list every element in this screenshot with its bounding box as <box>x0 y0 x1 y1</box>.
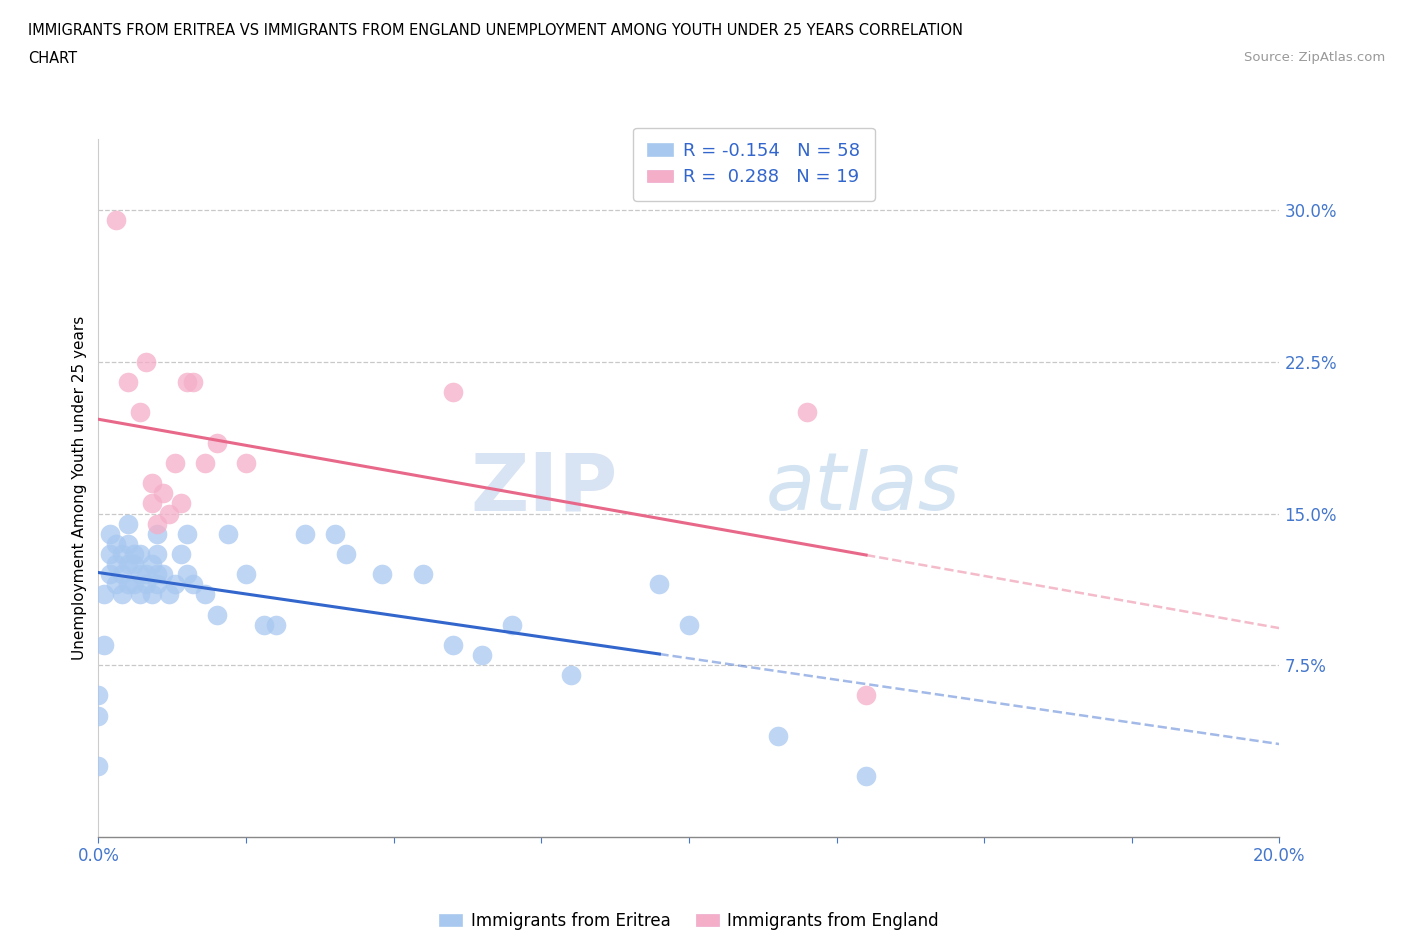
Point <box>441 637 464 652</box>
Point <box>105 577 128 591</box>
Point <box>117 516 139 531</box>
Point <box>105 557 128 572</box>
Text: ZIP: ZIP <box>471 449 619 527</box>
Point <box>371 566 394 581</box>
Point <box>128 405 150 419</box>
Point <box>122 577 145 591</box>
Point <box>194 456 217 471</box>
Text: Source: ZipAtlas.com: Source: ZipAtlas.com <box>1244 51 1385 64</box>
Point <box>135 577 157 591</box>
Point <box>441 385 464 400</box>
Point <box>181 375 204 390</box>
Legend: Immigrants from Eritrea, Immigrants from England: Immigrants from Eritrea, Immigrants from… <box>433 906 945 930</box>
Point <box>141 496 163 511</box>
Point <box>157 506 180 521</box>
Text: atlas: atlas <box>766 449 960 527</box>
Point <box>165 577 187 591</box>
Point <box>117 557 139 572</box>
Point <box>128 566 150 581</box>
Point <box>152 566 174 581</box>
Point <box>122 557 145 572</box>
Point <box>146 516 169 531</box>
Point <box>146 526 169 541</box>
Point <box>235 456 257 471</box>
Point <box>678 618 700 632</box>
Point <box>135 354 157 369</box>
Point <box>855 769 877 784</box>
Point <box>117 577 139 591</box>
Point <box>335 547 357 562</box>
Point <box>560 668 582 683</box>
Point <box>111 587 134 602</box>
Point <box>176 375 198 390</box>
Point <box>294 526 316 541</box>
Point <box>141 476 163 491</box>
Point <box>93 637 115 652</box>
Point <box>117 537 139 551</box>
Point <box>253 618 276 632</box>
Text: IMMIGRANTS FROM ERITREA VS IMMIGRANTS FROM ENGLAND UNEMPLOYMENT AMONG YOUTH UNDE: IMMIGRANTS FROM ERITREA VS IMMIGRANTS FR… <box>28 23 963 38</box>
Point <box>87 759 110 774</box>
Point <box>501 618 523 632</box>
Point <box>87 688 110 703</box>
Point <box>98 566 121 581</box>
Point <box>176 526 198 541</box>
Point <box>135 566 157 581</box>
Point <box>98 547 121 562</box>
Point <box>105 537 128 551</box>
Point <box>87 709 110 724</box>
Text: CHART: CHART <box>28 51 77 66</box>
Point <box>157 587 180 602</box>
Point <box>141 587 163 602</box>
Point <box>766 728 789 743</box>
Point <box>128 587 150 602</box>
Point <box>235 566 257 581</box>
Point <box>111 566 134 581</box>
Point <box>122 547 145 562</box>
Point <box>181 577 204 591</box>
Y-axis label: Unemployment Among Youth under 25 years: Unemployment Among Youth under 25 years <box>72 316 87 660</box>
Point <box>152 485 174 500</box>
Point <box>98 526 121 541</box>
Point <box>170 547 193 562</box>
Point <box>146 577 169 591</box>
Point <box>264 618 287 632</box>
Point <box>170 496 193 511</box>
Point <box>146 566 169 581</box>
Point <box>128 547 150 562</box>
Point <box>796 405 818 419</box>
Point <box>648 577 671 591</box>
Point <box>105 213 128 228</box>
Point <box>323 526 346 541</box>
Point <box>194 587 217 602</box>
Point <box>146 547 169 562</box>
Point <box>93 587 115 602</box>
Point <box>111 547 134 562</box>
Point <box>141 557 163 572</box>
Point <box>471 647 494 662</box>
Point <box>217 526 239 541</box>
Point <box>205 607 228 622</box>
Point <box>412 566 434 581</box>
Point <box>117 375 139 390</box>
Point <box>855 688 877 703</box>
Point <box>165 456 187 471</box>
Point <box>176 566 198 581</box>
Point <box>205 435 228 450</box>
